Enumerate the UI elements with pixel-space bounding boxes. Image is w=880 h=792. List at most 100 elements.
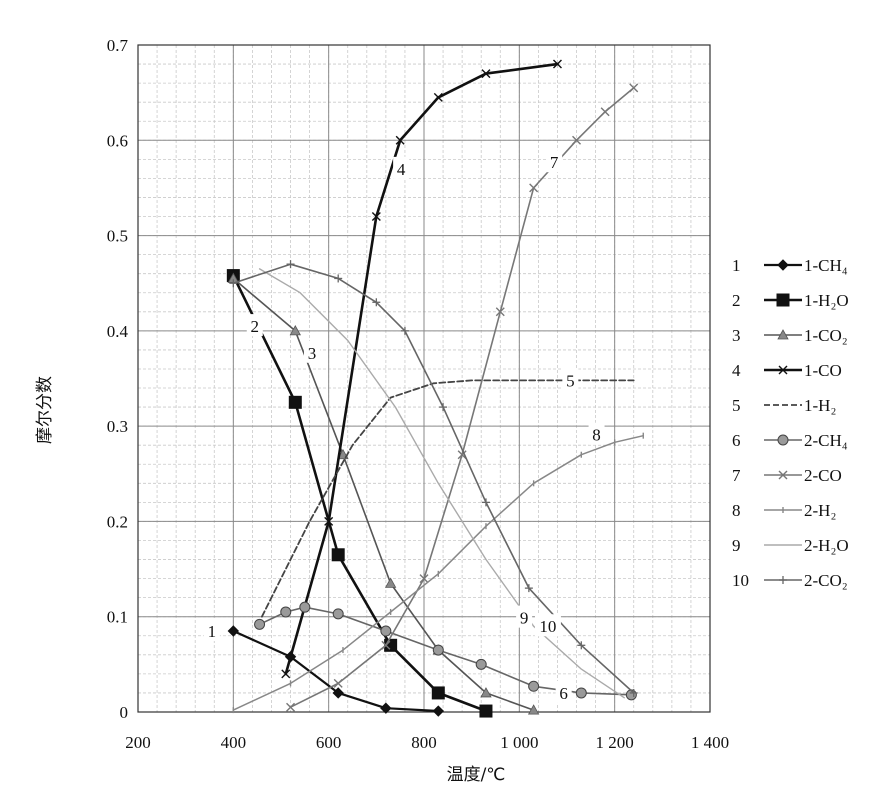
data-point-stroke (778, 365, 788, 375)
series-line-7 (289, 87, 635, 708)
x-tick-label: 1 000 (500, 733, 538, 752)
curve-label-bg (203, 619, 220, 642)
data-point-stroke (529, 183, 539, 193)
legend-item-1: 1 1-CH₄ (732, 256, 848, 275)
curve-label: 2 (251, 317, 260, 336)
legend-label: 2-H₂ (804, 501, 836, 520)
data-point (577, 641, 586, 650)
y-tick-label: 0.5 (107, 227, 128, 246)
legend-item-5: 5 1-H₂ (732, 396, 836, 415)
data-point (779, 576, 787, 584)
curve-label-bg (555, 680, 572, 703)
x-tick-label: 200 (125, 733, 151, 752)
data-point-stroke (481, 69, 491, 79)
legend-item-9: 9 2-H₂O (732, 536, 849, 555)
legend-label: 2-CO₂ (804, 571, 848, 590)
curve-label: 6 (559, 684, 568, 703)
data-point-stroke (600, 107, 610, 117)
data-point (778, 365, 788, 375)
data-point (527, 704, 540, 715)
series-line-9 (258, 268, 625, 699)
legend-number: 5 (732, 396, 741, 415)
data-point (400, 326, 409, 335)
data-point (229, 279, 238, 288)
data-point-stroke (433, 92, 443, 102)
series-8 (232, 432, 645, 714)
data-point (475, 658, 487, 670)
data-point (384, 577, 397, 588)
legend-item-4: 4 1-CO (732, 361, 842, 380)
legend-label: 1-H₂ (804, 396, 836, 415)
data-point (324, 516, 334, 526)
data-point-stroke (629, 83, 639, 93)
x-tick-label: 600 (316, 733, 342, 752)
data-point (481, 69, 491, 79)
data-point (529, 183, 539, 193)
plot-frame (137, 44, 711, 713)
data-point (254, 618, 266, 630)
data-point (457, 450, 467, 460)
data-point-stroke (333, 678, 343, 688)
y-axis-title: 摩尔分数 (35, 376, 55, 444)
series-5 (261, 379, 635, 618)
legend-label: 1-CO (804, 361, 842, 380)
data-point (380, 702, 392, 714)
series-7 (286, 83, 639, 712)
data-point (575, 687, 587, 699)
data-point (777, 434, 789, 446)
y-tick-label: 0.3 (107, 417, 128, 436)
data-point-stroke (324, 516, 334, 526)
data-point-stroke (381, 640, 391, 650)
legend-item-8: 8 2-H₂ (732, 501, 836, 520)
legend-label: 2-H₂O (804, 536, 849, 555)
y-tick-label: 0.2 (107, 512, 128, 531)
legend-item-6: 6 2-CH₄ (732, 431, 848, 450)
data-point (281, 669, 291, 679)
data-point (331, 548, 345, 562)
legend-item-3: 3 1-CO₂ (732, 326, 848, 345)
legend-number: 8 (732, 501, 741, 520)
data-point (380, 625, 392, 637)
data-point (332, 687, 344, 699)
curve-label: 7 (550, 153, 559, 172)
legend-number: 10 (732, 571, 749, 590)
data-point (572, 135, 582, 145)
x-tick-label: 1 400 (691, 733, 729, 752)
data-point (332, 608, 344, 620)
curve-label-bg (534, 614, 561, 637)
data-point (528, 680, 540, 692)
data-point (524, 584, 533, 593)
legend-number: 7 (732, 466, 741, 485)
curve-label-bg (393, 156, 410, 179)
legend-item-10: 10 2-CO₂ (732, 571, 848, 590)
data-point (778, 470, 788, 480)
legend-number: 9 (732, 536, 741, 555)
curve-label: 5 (566, 371, 575, 390)
legend-item-7: 7 2-CO (732, 466, 842, 485)
data-point (480, 687, 492, 698)
legend-number: 3 (732, 326, 741, 345)
legend-label: 2-CH₄ (804, 431, 848, 450)
data-point (333, 678, 343, 688)
y-tick-label: 0.6 (107, 131, 128, 150)
data-point (395, 135, 405, 145)
curve-label: 3 (308, 344, 317, 363)
series-line-8 (232, 434, 645, 711)
data-point (289, 325, 301, 336)
data-point (334, 274, 343, 283)
legend: 1 1-CH₄ 2 1-H₂O 3 1-CO₂ 4 1-CO 5 1-H₂ 6 2-CH₄ 7 2-CO 8… (732, 256, 849, 590)
data-point (299, 601, 311, 613)
y-tick-label: 0.1 (107, 608, 128, 627)
series-line-2 (232, 274, 488, 713)
data-point-stroke (395, 135, 405, 145)
curve-label: 4 (397, 160, 406, 179)
y-axis-ticks: 0 0.1 0.2 0.3 0.4 0.5 0.6 0.7 (107, 36, 129, 722)
data-point (432, 644, 444, 656)
data-point (479, 704, 493, 718)
data-point-stroke (778, 470, 788, 480)
data-point-stroke (281, 669, 291, 679)
data-point (280, 606, 292, 618)
legend-number: 2 (732, 291, 741, 310)
